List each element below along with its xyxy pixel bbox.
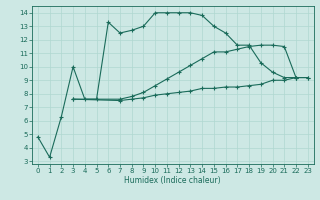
X-axis label: Humidex (Indice chaleur): Humidex (Indice chaleur) [124, 176, 221, 185]
